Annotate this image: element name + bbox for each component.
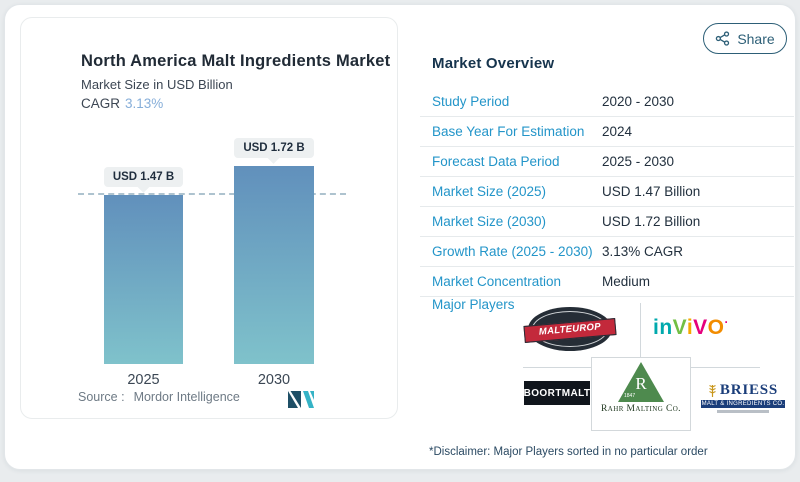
bar-group-2030: USD 1.72 B 2030	[234, 138, 314, 388]
table-row: Growth Rate (2025 - 2030) 3.13% CAGR	[420, 237, 794, 267]
overview-table: Study Period 2020 - 2030 Base Year For E…	[420, 87, 794, 297]
invivo-letter: O	[707, 316, 725, 339]
row-value: Medium	[602, 274, 651, 289]
row-label: Study Period	[432, 94, 510, 109]
row-value: 2020 - 2030	[602, 94, 675, 109]
briess-logo: BRIESS MALT & INGREDIENTS CO.	[692, 382, 794, 424]
share-icon	[716, 31, 730, 46]
cagr-label: CAGR	[81, 96, 121, 111]
row-value: 3.13% CAGR	[602, 244, 684, 259]
reference-dashed-line	[78, 193, 346, 195]
row-label: Market Concentration	[432, 274, 562, 289]
rahr-malting-logo: R 1847 Rahr Malting Co.	[591, 357, 691, 431]
bar-value-bubble: USD 1.72 B	[234, 138, 314, 158]
row-value: 2024	[602, 124, 633, 139]
briess-tagline: MALT & INGREDIENTS CO.	[701, 400, 785, 408]
mordor-intelligence-logo-icon	[288, 391, 314, 408]
invivo-mark: ·	[724, 315, 730, 329]
major-players-label: Major Players	[432, 297, 515, 312]
briess-subline	[717, 410, 769, 413]
row-label: Growth Rate (2025 - 2030)	[432, 244, 593, 259]
table-row: Market Concentration Medium	[420, 267, 794, 297]
row-label: Market Size (2030)	[432, 214, 547, 229]
share-button[interactable]: Share	[703, 23, 787, 54]
source-label: Source :	[78, 390, 125, 404]
source-row: Source : Mordor Intelligence	[78, 390, 240, 404]
invivo-letter: V	[693, 316, 708, 339]
share-button-label: Share	[737, 30, 775, 47]
overview-title: Market Overview	[432, 55, 555, 72]
row-label: Forecast Data Period	[432, 154, 560, 169]
chart-subtitle: Market Size in USD Billion	[81, 77, 233, 92]
row-value: 2025 - 2030	[602, 154, 675, 169]
bar-2025	[104, 195, 183, 364]
rahr-initial: R	[635, 374, 647, 393]
bar-value-bubble: USD 1.47 B	[103, 167, 184, 187]
malteurop-logo: MALTEUROP	[523, 305, 617, 355]
table-row: Market Size (2030) USD 1.72 Billion	[420, 207, 794, 237]
x-tick-2025: 2025	[127, 372, 160, 388]
invivo-logo: inViVO·	[653, 315, 773, 345]
major-players-logos: MALTEUROP inViVO· BOORTMALT R 1847 Rahr …	[485, 299, 797, 431]
bar-2030	[234, 166, 314, 364]
invivo-letter: n	[659, 316, 673, 339]
table-row: Market Size (2025) USD 1.47 Billion	[420, 177, 794, 207]
x-tick-2030: 2030	[257, 372, 291, 388]
invivo-letter: V	[672, 316, 687, 339]
briess-name: BRIESS	[719, 382, 779, 398]
boortmalt-logo: BOORTMALT	[524, 381, 590, 405]
source-value: Mordor Intelligence	[133, 390, 240, 404]
row-label: Market Size (2025)	[432, 184, 547, 199]
rahr-name: Rahr Malting Co.	[601, 404, 681, 414]
report-card: North America Malt Ingredients Market Ma…	[4, 4, 796, 470]
table-row: Study Period 2020 - 2030	[420, 87, 794, 117]
invivo-letter: i	[653, 316, 660, 339]
divider	[640, 303, 641, 357]
cagr-row: CAGR 3.13%	[81, 96, 163, 111]
disclaimer-text: *Disclaimer: Major Players sorted in no …	[429, 446, 708, 458]
bar-group-2025: USD 1.47 B 2025	[103, 167, 184, 388]
row-value: USD 1.47 Billion	[602, 184, 701, 199]
rahr-year: 1847	[624, 393, 636, 399]
rahr-triangle: R 1847	[618, 362, 664, 402]
row-label: Base Year For Estimation	[432, 124, 585, 139]
chart-title: North America Malt Ingredients Market	[81, 52, 391, 70]
table-row: Forecast Data Period 2025 - 2030	[420, 147, 794, 177]
table-row: Base Year For Estimation 2024	[420, 117, 794, 147]
cagr-value: 3.13%	[125, 96, 164, 111]
row-value: USD 1.72 Billion	[602, 214, 701, 229]
wheat-icon	[709, 384, 716, 397]
invivo-letter: i	[686, 316, 694, 339]
chart-panel: North America Malt Ingredients Market Ma…	[20, 17, 398, 419]
